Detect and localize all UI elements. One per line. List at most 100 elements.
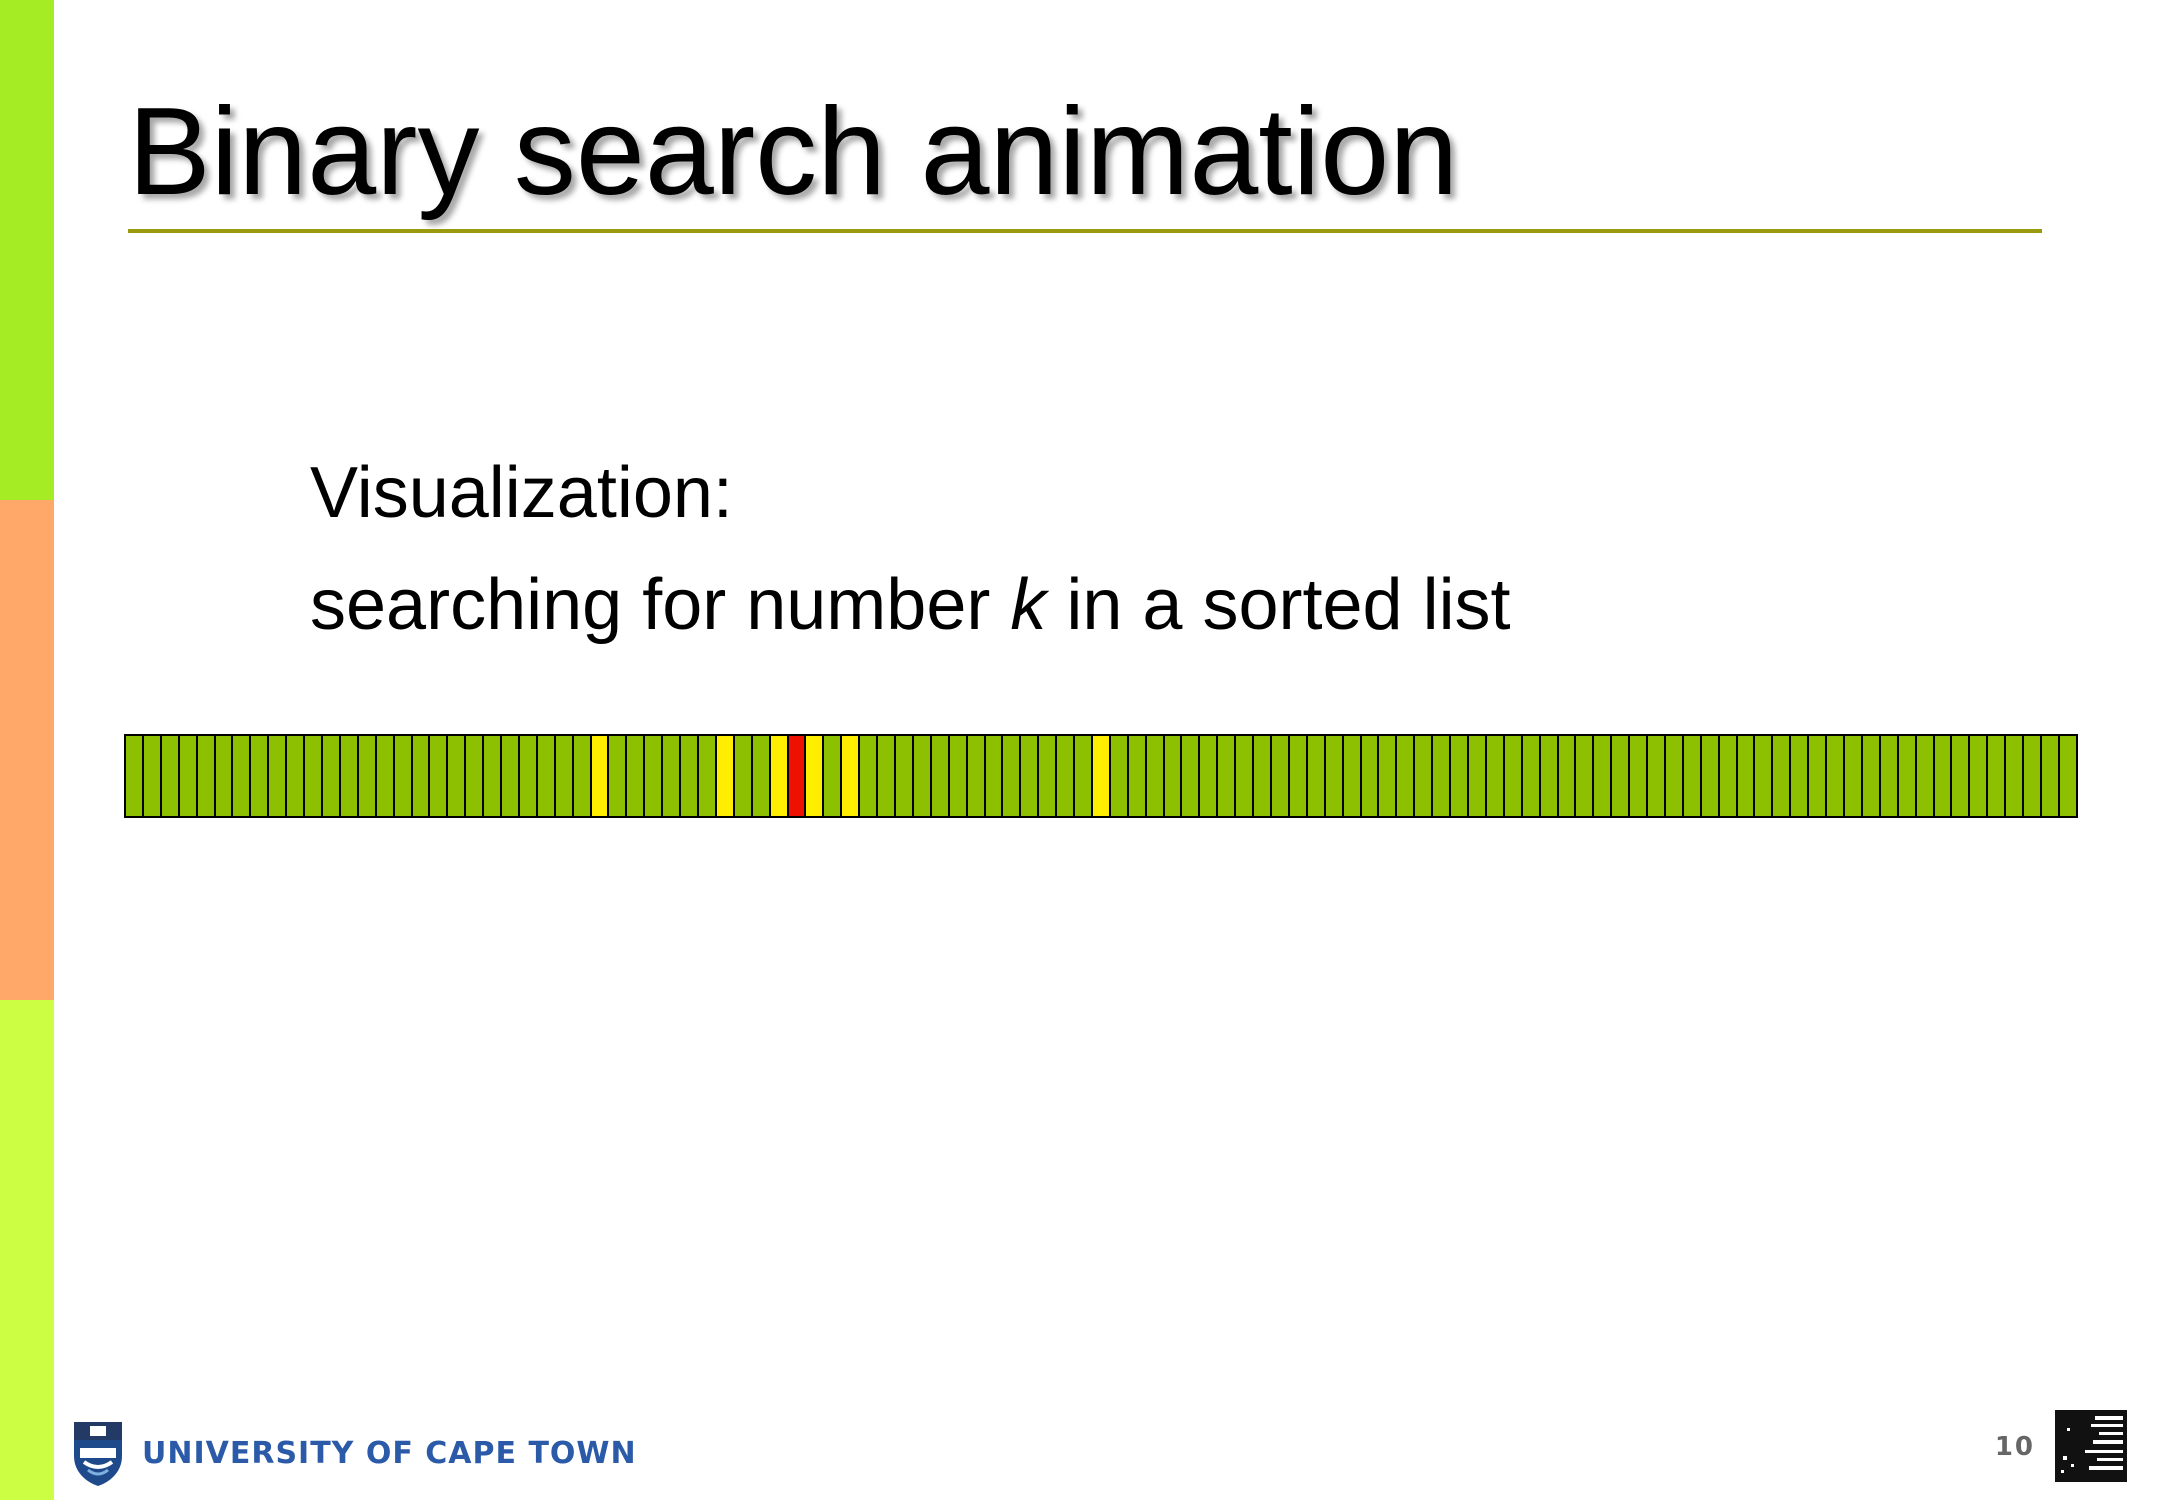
variable-k: k — [1010, 565, 1047, 645]
array-cell — [1128, 736, 1147, 816]
array-cell — [931, 736, 950, 816]
array-cell — [895, 736, 914, 816]
array-cell — [251, 736, 270, 816]
array-cell — [269, 736, 288, 816]
university-name: UNIVERSITY OF CAPE TOWN — [142, 1435, 637, 1471]
array-cell — [1934, 736, 1953, 816]
array-cell — [1988, 736, 2007, 816]
array-cell — [1522, 736, 1541, 816]
array-cell — [1862, 736, 1881, 816]
sidebar-top-segment — [0, 0, 54, 500]
array-cell — [1970, 736, 1989, 816]
array-cell — [215, 736, 234, 816]
array-cell — [1791, 736, 1810, 816]
array-cell — [1683, 736, 1702, 816]
array-cell — [126, 736, 144, 816]
array-cell — [1433, 736, 1452, 816]
array-cell — [376, 736, 395, 816]
array-cell — [1361, 736, 1380, 816]
array-cell-probed — [1092, 736, 1111, 816]
array-cell — [305, 736, 323, 816]
array-cell — [1451, 736, 1469, 816]
array-cell — [985, 736, 1004, 816]
array-cell — [1200, 736, 1219, 816]
array-cell — [1719, 736, 1738, 816]
sidebar-middle-segment — [0, 500, 54, 1000]
array-cell — [609, 736, 628, 816]
array-cell — [1075, 736, 1093, 816]
array-cell — [949, 736, 968, 816]
array-cell — [1254, 736, 1272, 816]
slide-title: Binary search animation — [128, 83, 1459, 221]
array-cell — [484, 736, 503, 816]
array-cell — [752, 736, 771, 816]
page-number: 10 — [1994, 1432, 2035, 1462]
array-cell-current — [788, 736, 807, 816]
array-cell — [1898, 736, 1917, 816]
sorted-list-strip — [124, 734, 2078, 818]
array-cell — [1504, 736, 1523, 816]
array-cell — [537, 736, 556, 816]
array-cell — [519, 736, 538, 816]
array-cell — [1415, 736, 1434, 816]
array-cell — [1182, 736, 1201, 816]
array-cell — [1164, 736, 1183, 816]
array-cell — [1272, 736, 1290, 816]
corner-pattern-icon — [2055, 1410, 2127, 1482]
array-cell — [1773, 736, 1792, 816]
array-cell — [1630, 736, 1649, 816]
array-cell — [1289, 736, 1308, 816]
array-cell — [1755, 736, 1774, 816]
array-cell — [1021, 736, 1040, 816]
title-underline — [128, 229, 2042, 233]
array-cell — [1827, 736, 1845, 816]
array-cell — [1057, 736, 1076, 816]
array-cell — [1558, 736, 1577, 816]
body-line-2: searching for number k in a sorted list — [310, 560, 1511, 650]
array-cell — [1576, 736, 1595, 816]
array-cell — [448, 736, 467, 816]
array-cell — [1916, 736, 1935, 816]
array-cell — [287, 736, 306, 816]
array-cell — [1594, 736, 1613, 816]
array-cell — [1218, 736, 1237, 816]
body-line-2-start: searching for number — [310, 565, 1011, 645]
array-cell — [1952, 736, 1971, 816]
array-cell-probed — [716, 736, 735, 816]
array-cell — [466, 736, 485, 816]
array-cell-probed — [591, 736, 610, 816]
array-cell — [1486, 736, 1505, 816]
array-cell-probed — [806, 736, 825, 816]
array-cell — [1397, 736, 1416, 816]
array-cell — [1468, 736, 1487, 816]
university-logo: UNIVERSITY OF CAPE TOWN — [70, 1418, 637, 1488]
array-cell — [734, 736, 753, 816]
array-cell — [412, 736, 431, 816]
array-cell — [1003, 736, 1022, 816]
array-cell — [322, 736, 341, 816]
array-cell — [1648, 736, 1666, 816]
array-cell — [2024, 736, 2042, 816]
uct-crest-icon — [74, 1422, 122, 1486]
array-cell — [1236, 736, 1255, 816]
array-cell — [573, 736, 592, 816]
array-cell — [645, 736, 664, 816]
array-cell — [555, 736, 574, 816]
array-cell — [878, 736, 896, 816]
array-cell — [860, 736, 879, 816]
array-cell — [2041, 736, 2060, 816]
array-cell — [340, 736, 359, 816]
array-cell-probed — [842, 736, 861, 816]
array-cell — [1809, 736, 1828, 816]
array-cell — [627, 736, 646, 816]
array-cell — [179, 736, 198, 816]
array-cell — [663, 736, 682, 816]
array-cell — [358, 736, 377, 816]
array-cell — [161, 736, 180, 816]
array-cell — [143, 736, 162, 816]
array-cell — [699, 736, 717, 816]
array-cell — [502, 736, 520, 816]
array-cell — [233, 736, 252, 816]
array-cell — [430, 736, 449, 816]
array-cell — [1665, 736, 1684, 816]
